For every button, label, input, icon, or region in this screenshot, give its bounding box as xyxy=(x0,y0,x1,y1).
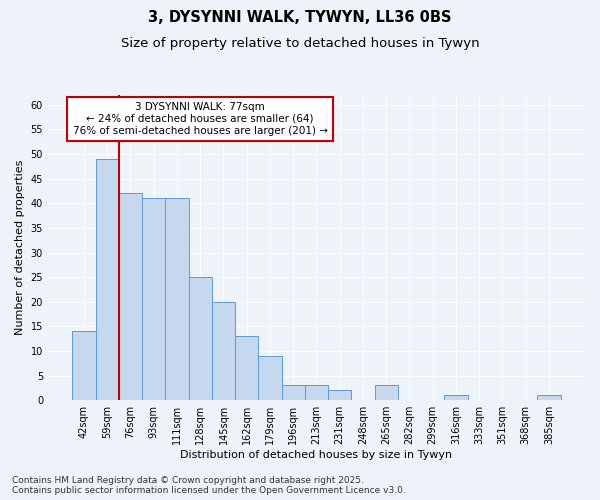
Text: Size of property relative to detached houses in Tywyn: Size of property relative to detached ho… xyxy=(121,38,479,51)
Text: 3, DYSYNNI WALK, TYWYN, LL36 0BS: 3, DYSYNNI WALK, TYWYN, LL36 0BS xyxy=(148,10,452,25)
Bar xyxy=(188,277,212,400)
Bar xyxy=(281,386,305,400)
Bar xyxy=(212,302,235,400)
Bar xyxy=(119,194,142,400)
Bar xyxy=(73,332,95,400)
Bar xyxy=(538,396,560,400)
Bar xyxy=(328,390,352,400)
X-axis label: Distribution of detached houses by size in Tywyn: Distribution of detached houses by size … xyxy=(181,450,452,460)
Bar xyxy=(445,396,467,400)
Bar xyxy=(166,198,188,400)
Bar xyxy=(235,336,259,400)
Bar xyxy=(95,159,119,400)
Text: 3 DYSYNNI WALK: 77sqm
← 24% of detached houses are smaller (64)
76% of semi-deta: 3 DYSYNNI WALK: 77sqm ← 24% of detached … xyxy=(73,102,328,136)
Bar xyxy=(374,386,398,400)
Text: Contains HM Land Registry data © Crown copyright and database right 2025.
Contai: Contains HM Land Registry data © Crown c… xyxy=(12,476,406,495)
Bar xyxy=(142,198,166,400)
Bar xyxy=(305,386,328,400)
Y-axis label: Number of detached properties: Number of detached properties xyxy=(15,160,25,336)
Bar xyxy=(259,356,281,400)
